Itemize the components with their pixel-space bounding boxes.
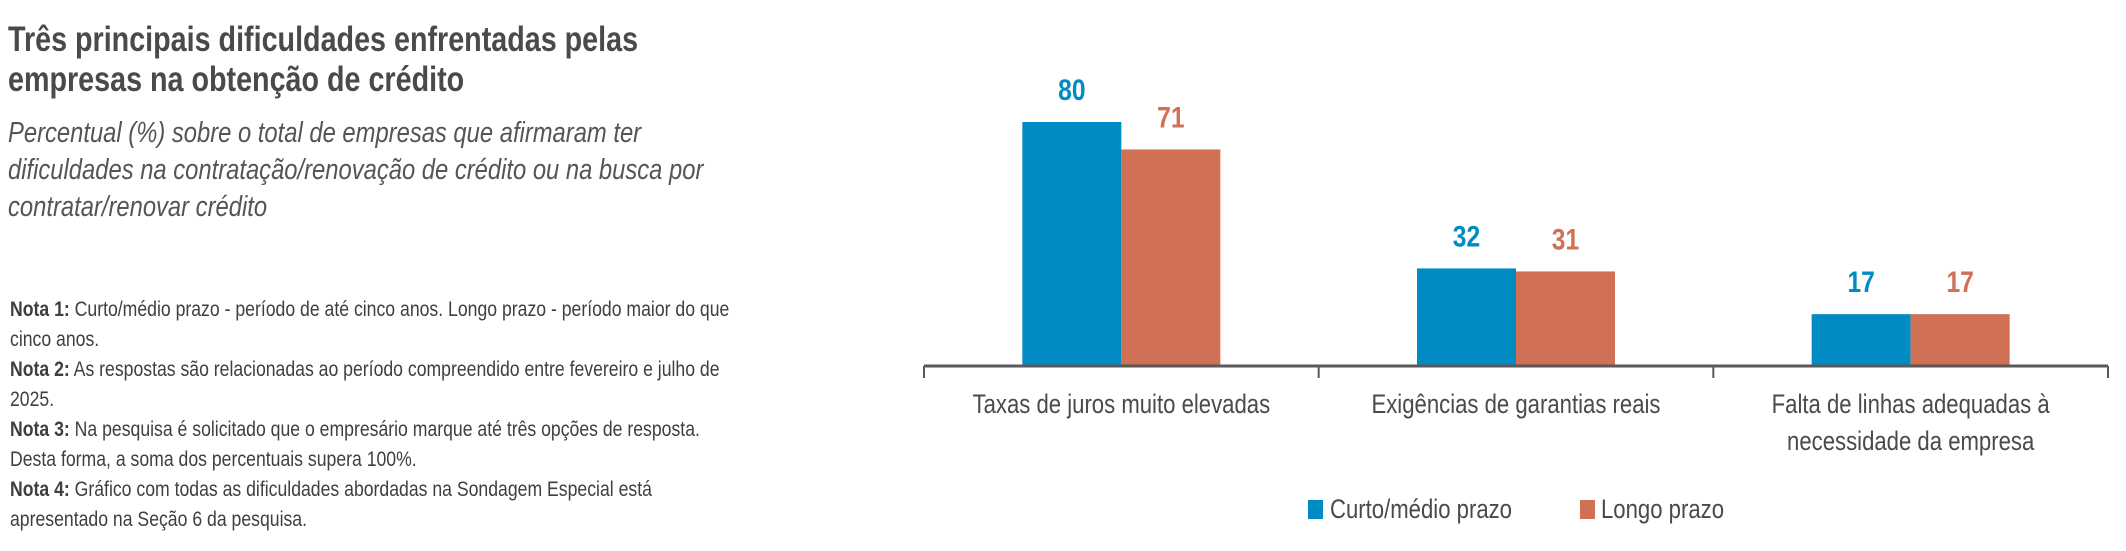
note-1: Nota 1: Curto/médio prazo - período de a… <box>10 294 732 354</box>
bar-longo-0 <box>1121 149 1221 366</box>
note-text: Gráfico com todas as dificuldades aborda… <box>10 477 652 531</box>
note-2: Nota 2: As respostas são relacionadas ao… <box>10 354 732 414</box>
note-label: Nota 4: <box>10 477 70 501</box>
category-label: Falta de linhas adequadas à <box>1772 390 2050 420</box>
note-text: Na pesquisa é solicitado que o empresári… <box>10 417 700 471</box>
note-text: Curto/médio prazo - período de até cinco… <box>10 297 730 351</box>
data-label: 32 <box>1453 219 1480 253</box>
bar-longo-1 <box>1516 271 1615 366</box>
legend-swatch <box>1308 500 1323 519</box>
legend-label: Curto/médio prazo <box>1330 495 1512 525</box>
bar-longo-2 <box>1910 314 2010 366</box>
data-label: 71 <box>1157 100 1184 134</box>
note-3: Nota 3: Na pesquisa é solicitado que o e… <box>10 414 732 474</box>
data-label: 80 <box>1058 73 1085 107</box>
category-label: Exigências de garantias reais <box>1371 390 1660 420</box>
legend-label: Longo prazo <box>1601 495 1724 525</box>
note-label: Nota 3: <box>10 417 70 441</box>
notes: Nota 1: Curto/médio prazo - período de a… <box>10 294 732 534</box>
bar-curto-medio-0 <box>1022 122 1122 366</box>
chart-subtitle: Percentual (%) sobre o total de empresas… <box>8 117 704 223</box>
category-label: necessidade da empresa <box>1787 427 2034 457</box>
note-label: Nota 2: <box>10 357 70 381</box>
note-label: Nota 1: <box>10 297 70 321</box>
note-text: As respostas são relacionadas ao período… <box>10 357 720 411</box>
chart-title: Três principais dificuldades enfrentadas… <box>8 20 639 99</box>
data-label: 17 <box>1847 265 1874 299</box>
category-label: Taxas de juros muito elevadas <box>973 390 1271 420</box>
note-4: Nota 4: Gráfico com todas as dificuldade… <box>10 474 732 534</box>
data-label: 17 <box>1946 265 1973 299</box>
legend-swatch <box>1580 500 1595 519</box>
bar-curto-medio-1 <box>1417 268 1516 366</box>
bar-curto-medio-2 <box>1811 314 1911 366</box>
data-label: 31 <box>1552 222 1579 256</box>
